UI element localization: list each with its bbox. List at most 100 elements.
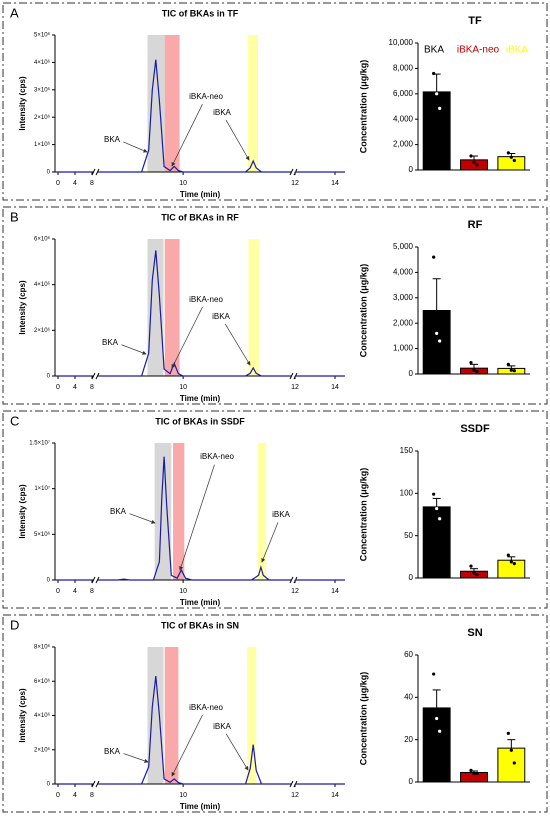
annotation-arrow [121,344,147,355]
y-axis-title: Intensity (cps) [18,484,27,539]
data-point [512,369,516,373]
annotation-label: BKA [104,135,121,144]
x-axis-title: Time (min) [180,598,221,607]
y-tick-label: 6×10⁶ [34,236,51,243]
annotation-arrow [129,513,156,524]
data-point [472,368,476,372]
annotation-arrow [171,104,203,167]
annotation-arrow [123,753,149,763]
annotation-label: iBKA [213,722,231,731]
annotation-arrow [224,323,251,366]
data-point [472,771,476,776]
data-point [506,553,510,557]
x-tick-label: 10 [179,792,187,799]
highlight-band [164,239,180,376]
y-tick-label: 4,000 [393,114,414,123]
y-tick-label: 60 [404,650,413,659]
chart-title: TIC of BKAs in RF [161,212,239,222]
data-point [438,729,442,733]
annotation-label: iBKA-neo [189,703,223,712]
y-tick-label: 0 [47,578,51,584]
chromatogram-line [58,59,345,173]
x-tick-label: 0 [56,588,60,595]
legend-label: iBKA-neo [457,45,500,56]
y-tick-label: 5,000 [393,242,414,251]
data-point [469,768,473,772]
highlight-band [147,647,164,784]
y-tick-label: 5×10⁶ [34,531,51,538]
chart-title: RF [468,219,483,231]
data-point [432,71,436,76]
y-axis-title: Concentration (μg/kg) [358,468,368,562]
y-tick-label: 8,000 [393,64,414,73]
x-tick-label: 12 [291,588,299,595]
y-axis-title: Intensity (cps) [18,76,27,131]
panel-letter: B [10,209,19,224]
x-tick-label: 14 [331,384,339,391]
annotation-label: BKA [102,338,119,347]
y-tick-label: 20 [404,735,413,744]
chart-title: TF [468,15,482,27]
highlight-band [247,35,258,172]
data-point [438,339,442,343]
data-point [475,573,479,577]
x-tick-label: 12 [291,792,299,799]
y-tick-label: 5×10⁶ [34,32,51,39]
annotation-label: iBKA [272,510,290,519]
x-tick-label: 8 [90,180,94,187]
chart-title: TIC of BKAs in SSDF [155,416,245,426]
y-tick-label: 1.5×10⁷ [29,440,50,447]
x-tick-label: 10 [179,588,187,595]
y-tick-label: 100 [400,488,414,497]
x-axis-title: Time (min) [180,802,221,811]
data-point [472,571,476,575]
x-tick-label: 4 [73,180,77,187]
y-tick-label: 4×10⁶ [34,281,51,288]
x-tick-label: 4 [73,384,77,391]
data-point [432,672,436,676]
annotation-label: iBKA-neo [189,295,223,304]
x-tick-label: 0 [56,180,60,187]
data-point [435,92,439,96]
data-point [432,492,436,496]
y-tick-label: 4×10⁶ [34,59,51,66]
panel-border [2,614,548,813]
y-tick-label: 40 [404,692,413,701]
annotation-label: BKA [104,747,121,756]
axis-break [289,576,294,584]
data-point [509,368,513,372]
data-point [512,158,516,163]
y-axis-title: Intensity (cps) [18,688,27,743]
data-point [475,369,479,374]
bar [422,506,451,579]
panel-letter: D [10,617,19,632]
x-tick-label: 14 [331,792,339,799]
y-tick-label: 8×10⁶ [34,644,51,651]
data-point [475,163,479,167]
y-tick-label: 50 [404,531,413,540]
x-tick-label: 12 [291,384,299,391]
chart-title: SSDF [460,423,490,435]
y-tick-label: 10,000 [389,38,414,47]
y-tick-label: 1×10⁷ [34,485,50,492]
panel-border [2,2,548,201]
data-point [509,560,513,564]
annotation-label: iBKA-neo [189,92,223,101]
x-tick-label: 0 [56,792,60,799]
bar [422,310,451,375]
y-tick-label: 0 [409,777,414,786]
highlight-band [147,239,164,376]
panel-letter: A [10,5,19,20]
axis-break [95,780,100,788]
data-point [512,562,516,566]
axis-break [95,372,100,380]
highlight-band [248,239,260,376]
data-point [506,151,510,155]
y-tick-label: 2,000 [393,318,414,327]
x-axis-title: Time (min) [180,190,221,199]
highlight-band [154,443,172,580]
data-point [435,331,439,335]
highlight-band [247,647,257,784]
highlight-band [173,443,185,580]
